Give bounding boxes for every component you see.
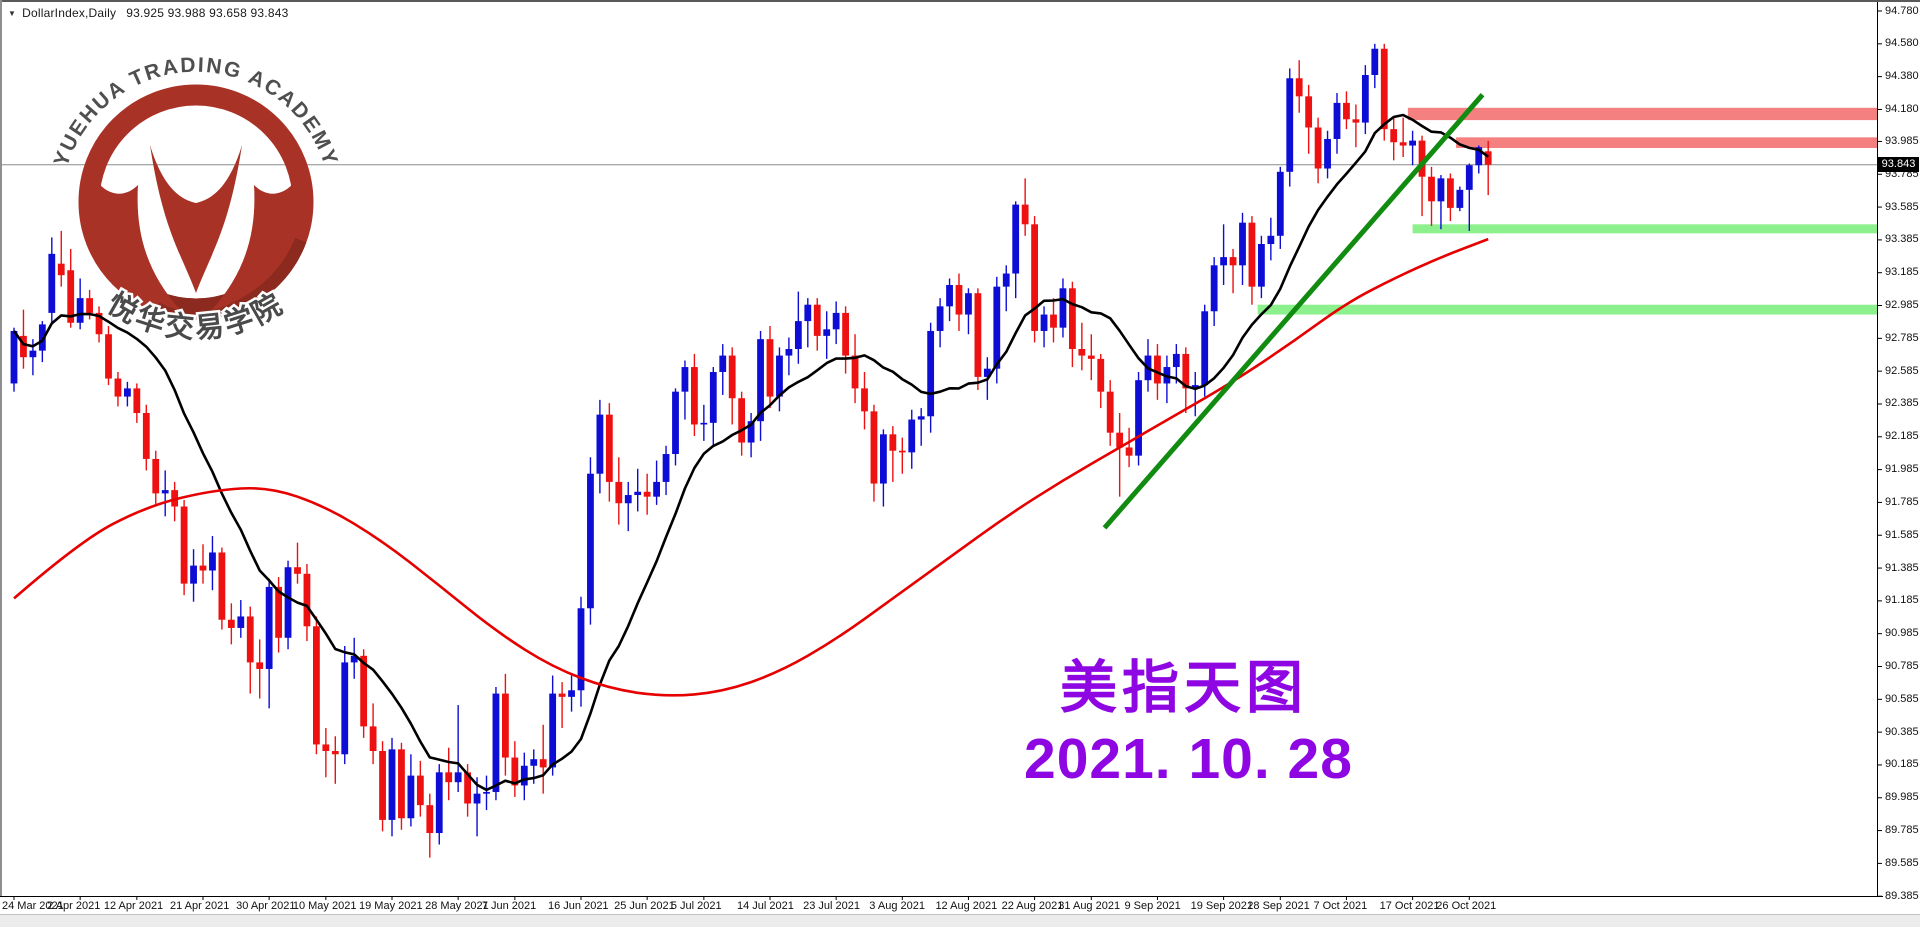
price-axis-label: 92.985 [1885,299,1919,312]
price-axis-label: 92.185 [1885,430,1919,443]
annotation-date: 2021. 10. 28 [1024,727,1353,791]
price-axis-label: 89.785 [1885,824,1919,837]
support-zone-upper[interactable] [1412,224,1877,234]
symbol-dropdown-icon[interactable]: ▼ [8,9,17,18]
price-axis-label: 92.385 [1885,397,1919,410]
price-axis-label: 91.985 [1885,463,1919,476]
time-axis-label: 10 May 2021 [292,900,357,912]
price-axis-label: 94.180 [1885,102,1919,115]
logo-chinese-text: 悦华交易学院 [102,286,290,345]
price-axis-label: 91.585 [1885,528,1919,541]
time-axis-label: 28 Sep 2021 [1247,900,1310,912]
price-axis-label: 91.385 [1885,561,1919,574]
candlestick-series [10,43,1492,858]
resistance-zone-upper[interactable] [1407,107,1877,121]
axes [0,2,1883,900]
symbol-timeframe-label: DollarIndex,Daily [22,6,117,20]
watermark-logo: YUEHUA TRADING ACADEMY 悦华交易学院 [50,54,341,348]
price-axis-label: 90.785 [1885,659,1919,672]
time-axis-label: 19 Sep 2021 [1190,900,1253,912]
window-left-border [0,0,2,896]
price-axis-label: 90.385 [1885,725,1919,738]
time-axis-label: 3 Aug 2021 [869,900,925,912]
price-axis-label: 90.185 [1885,758,1919,771]
logo-tulip-icon [87,145,305,311]
time-axis-label: 31 Aug 2021 [1058,900,1121,912]
price-axis-label: 89.385 [1885,889,1919,902]
time-axis-label: 22 Aug 2021 [1001,900,1064,912]
price-axis-label: 92.785 [1885,331,1919,344]
trendline[interactable] [1102,93,1485,530]
time-axis-label: 17 Oct 2021 [1379,900,1440,912]
time-axis-label: 23 Jul 2021 [803,900,861,912]
price-axis-label: 89.585 [1885,856,1919,869]
ma-slow-line [13,237,1489,697]
resistance-zone-lower[interactable] [1456,137,1877,149]
time-axis-label: 2 Apr 2021 [47,900,101,912]
price-axis-label: 94.580 [1885,37,1919,50]
price-axis-label: 91.785 [1885,495,1919,508]
time-axis-label: 5 Jul 2021 [670,900,722,912]
price-axis-label: 94.380 [1885,70,1919,83]
annotation-title: 美指天图 [1060,657,1308,720]
time-axis-label: 7 Oct 2021 [1313,900,1368,912]
price-axis-label: 93.585 [1885,200,1919,213]
logo-ring-shade [155,234,307,320]
time-axis-label: 7 Jun 2021 [481,900,537,912]
time-axis-label: 24 Mar 2021 [2,900,64,912]
price-axis-label: 91.185 [1885,594,1919,607]
time-axis-label: 12 Aug 2021 [935,900,998,912]
price-axis-label: 92.585 [1885,364,1919,377]
support-zone-lower[interactable] [1257,304,1877,315]
price-axis-label: 93.185 [1885,266,1919,279]
window-top-border [0,0,1920,2]
time-axis-label: 16 Jun 2021 [548,900,609,912]
time-axis-label: 26 Oct 2021 [1436,900,1497,912]
ohlc-readout: 93.925 93.988 93.658 93.843 [126,6,289,20]
time-axis-label: 9 Sep 2021 [1124,900,1181,912]
time-axis-label: 28 May 2021 [425,900,489,912]
price-axis-label: 90.985 [1885,627,1919,640]
price-axis-label: 93.985 [1885,134,1919,147]
window-bottom-strip [0,914,1920,927]
time-axis-label: 30 Apr 2021 [236,900,296,912]
time-axis-label: 21 Apr 2021 [170,900,230,912]
price-axis-label: 93.385 [1885,233,1919,246]
ma-fast-line [12,113,1489,792]
price-axis-label: 90.585 [1885,692,1919,705]
price-axis-label: 94.780 [1885,4,1919,17]
time-axis-label: 25 Jun 2021 [614,900,675,912]
time-axis-label: 14 Jul 2021 [737,900,794,912]
chart-title: ▼ DollarIndex,Daily 93.925 93.988 93.658 9… [8,6,288,20]
current-price-tag: 93.843 [1878,157,1919,173]
time-axis-label: 12 Apr 2021 [103,900,164,912]
price-axis-label: 89.985 [1885,791,1919,804]
supply-demand-zones [1257,107,1877,315]
time-axis-label: 19 May 2021 [359,900,423,912]
